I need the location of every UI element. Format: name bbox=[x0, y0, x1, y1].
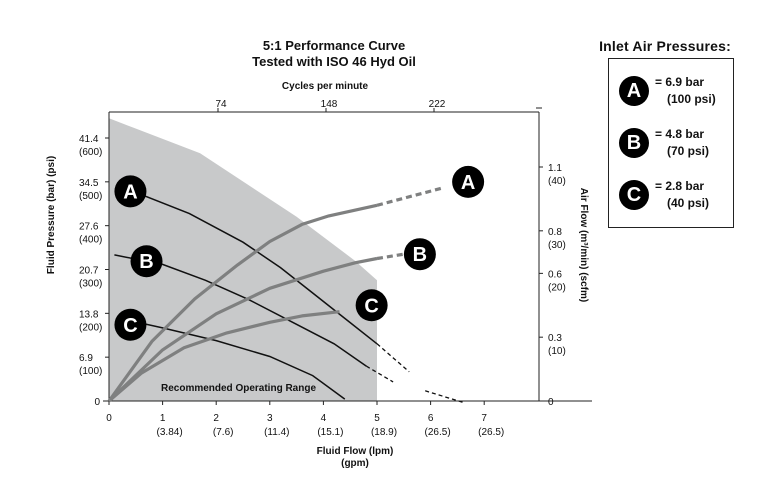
x-tick-sublabel: (26.5) bbox=[425, 427, 451, 438]
legend-text-b: = 4.8 bar (70 psi) bbox=[655, 126, 709, 160]
curve-badge-label-a: A bbox=[123, 181, 137, 203]
y-right-tick-label: 0.3 bbox=[548, 333, 562, 344]
legend-title: Inlet Air Pressures: bbox=[599, 38, 731, 54]
airflow-curve-dashed-b bbox=[376, 252, 405, 261]
y-right-tick-sublabel: (40) bbox=[548, 176, 566, 187]
operating-range-label: Recommended Operating Range bbox=[161, 383, 316, 394]
chart-subtitle: Tested with ISO 46 Hyd Oil bbox=[252, 54, 416, 69]
top-axis-label: Cycles per minute bbox=[282, 81, 369, 92]
chart-title: 5:1 Performance Curve bbox=[263, 38, 405, 53]
airflow-curve-dashed-a bbox=[376, 186, 442, 207]
legend-item-b: B = 4.8 bar (70 psi) bbox=[619, 117, 725, 169]
y-right-tick-sublabel: (30) bbox=[548, 240, 566, 251]
pressure-curve-dashed-a bbox=[376, 343, 410, 373]
y-right-tick-label: 0.8 bbox=[548, 227, 562, 238]
legend-text-c: = 2.8 bar (40 psi) bbox=[655, 178, 709, 212]
y-left-tick-label: 6.9 bbox=[79, 353, 93, 364]
y-right-tick-label: 0.6 bbox=[548, 269, 562, 280]
curve-badge-a bbox=[114, 175, 147, 208]
legend-badge-a: A bbox=[619, 76, 649, 106]
airflow-curve-a bbox=[107, 203, 378, 402]
legend: Inlet Air Pressures: A = 6.9 bar (100 ps… bbox=[590, 38, 740, 228]
x-tick-label: 3 bbox=[267, 413, 273, 424]
pressure-curve-dashed-b bbox=[365, 365, 394, 383]
y-left-tick-sublabel: (400) bbox=[79, 235, 102, 246]
y-left-tick-sublabel: (300) bbox=[79, 279, 102, 290]
y-right-tick-sublabel: (20) bbox=[548, 282, 566, 293]
airflow-curve-c bbox=[107, 310, 340, 403]
x-tick-label: 2 bbox=[213, 413, 219, 424]
x-tick-sublabel: (11.4) bbox=[264, 427, 289, 438]
legend-badge-c: C bbox=[619, 180, 649, 210]
x-tick-sublabel: (7.6) bbox=[213, 427, 234, 438]
y-left-tick-sublabel: (500) bbox=[79, 191, 102, 202]
x-tick-label: 6 bbox=[428, 413, 434, 424]
x-tick-label: 0 bbox=[106, 413, 112, 424]
x-tick-sublabel: (18.9) bbox=[371, 427, 397, 438]
legend-badge-b: B bbox=[619, 128, 649, 158]
legend-item-c: C = 2.8 bar (40 psi) bbox=[619, 169, 725, 221]
curve-badge-c bbox=[355, 289, 388, 322]
y-right-tick-label: 0 bbox=[548, 397, 554, 408]
x-tick-sublabel: (15.1) bbox=[317, 427, 343, 438]
y-right-tick-label: 1.1 bbox=[548, 163, 562, 174]
y-right-tick-sublabel: (10) bbox=[548, 346, 566, 357]
y-left-tick-label: 20.7 bbox=[79, 266, 99, 277]
x-tick-label: 7 bbox=[481, 413, 487, 424]
airflow-curve-b bbox=[107, 256, 378, 403]
pressure-curve-a bbox=[124, 187, 378, 345]
performance-chart: 5:1 Performance Curve Tested with ISO 46… bbox=[46, 38, 592, 469]
y-axis-left-label: Fluid Pressure (bar) (psi) bbox=[46, 156, 57, 274]
x-tick-label: 4 bbox=[321, 413, 327, 424]
curve-badge-c bbox=[114, 308, 147, 341]
y-axis-right-label: Air Flow (m³/min) (scfm) bbox=[578, 188, 589, 302]
legend-item-a: A = 6.9 bar (100 psi) bbox=[619, 65, 725, 117]
curve-badge-label-b: B bbox=[413, 244, 427, 266]
x-tick-sublabel: (3.84) bbox=[157, 427, 183, 438]
legend-pressure-bar-c: = 2.8 bar bbox=[655, 179, 705, 193]
legend-text-a: = 6.9 bar (100 psi) bbox=[655, 74, 716, 108]
top-tick-label: 222 bbox=[429, 99, 446, 110]
curve-badge-a bbox=[452, 165, 485, 198]
top-tick-label: 74 bbox=[215, 99, 227, 110]
x-axis-label: Fluid Flow (lpm) bbox=[317, 446, 394, 457]
y-left-tick-label: 13.8 bbox=[79, 309, 99, 320]
curve-badge-label-c: C bbox=[364, 295, 378, 317]
x-axis-unit-label: (gpm) bbox=[341, 458, 369, 469]
y-left-tick-sublabel: (100) bbox=[79, 366, 102, 377]
curve-badge-b bbox=[403, 238, 436, 271]
y-left-tick-label: 34.5 bbox=[79, 178, 99, 189]
legend-pressure-psi-c: (40 psi) bbox=[667, 196, 710, 210]
y-left-tick-label: 41.4 bbox=[79, 134, 99, 145]
pressure-curve-c bbox=[119, 317, 346, 400]
y-left-tick-label: 0 bbox=[94, 397, 100, 408]
x-tick-label: 5 bbox=[374, 413, 380, 424]
x-tick-sublabel: (26.5) bbox=[478, 427, 504, 438]
x-tick-label: 1 bbox=[160, 413, 166, 424]
legend-pressure-psi-a: (100 psi) bbox=[667, 92, 716, 106]
legend-pressure-bar-b: = 4.8 bar bbox=[655, 127, 705, 141]
curve-badge-label-c: C bbox=[123, 315, 137, 337]
legend-pressure-psi-b: (70 psi) bbox=[667, 144, 710, 158]
legend-pressure-bar-a: = 6.9 bar bbox=[655, 75, 705, 89]
legend-box: A = 6.9 bar (100 psi) B = 4.8 bar (70 ps… bbox=[608, 58, 734, 228]
y-left-tick-label: 27.6 bbox=[79, 222, 99, 233]
top-tick-label: 148 bbox=[321, 99, 338, 110]
y-left-tick-sublabel: (200) bbox=[79, 322, 102, 333]
curve-badge-label-b: B bbox=[139, 251, 153, 273]
curve-badge-label-a: A bbox=[461, 172, 475, 194]
y-left-tick-sublabel: (600) bbox=[79, 147, 102, 158]
curve-badge-b bbox=[130, 245, 163, 278]
